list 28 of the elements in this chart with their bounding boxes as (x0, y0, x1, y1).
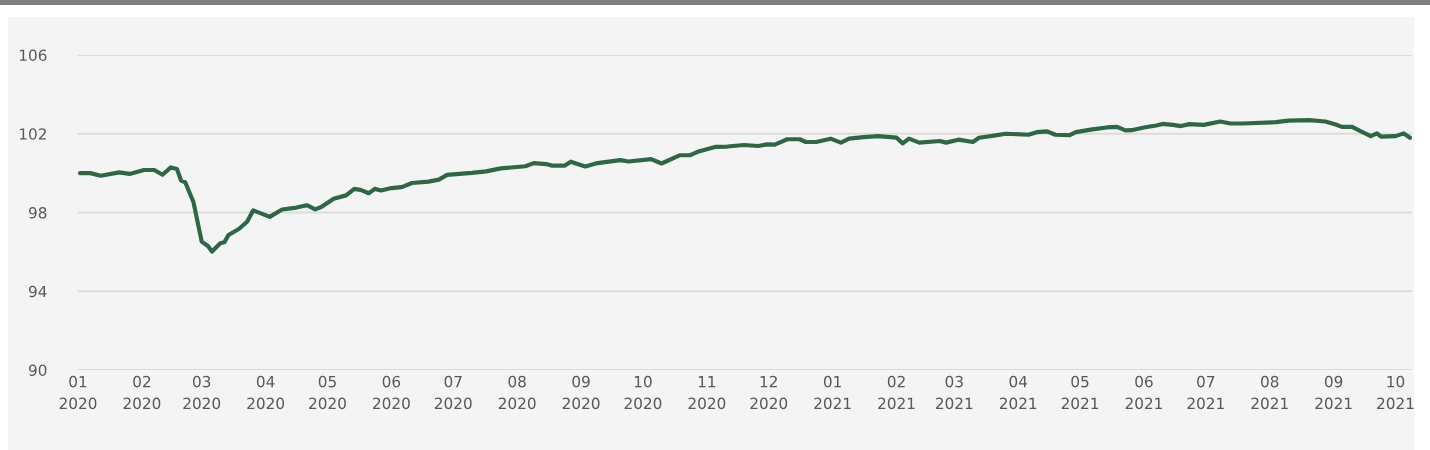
x-tick-label: 08 2021 (1251, 375, 1288, 410)
y-tick-label: 94 (28, 285, 47, 298)
y-tick-label: 106 (19, 49, 47, 62)
x-tick-label: 03 2021 (935, 375, 973, 410)
x-tick-label: 07 2020 (434, 375, 472, 410)
x-tick-label: 06 2020 (373, 375, 410, 410)
y-tick-label: 90 (28, 364, 47, 377)
x-tick-label: 02 2020 (123, 375, 161, 410)
x-tick-label: 05 2020 (309, 375, 346, 410)
y-tick-label: 102 (19, 128, 46, 140)
x-tick-label: 01 2020 (59, 375, 97, 410)
x-tick-label: 03 2020 (183, 375, 221, 410)
x-tick-label: 11 2020 (688, 376, 726, 410)
x-tick-label: 01 2021 (814, 375, 851, 410)
x-tick-label: 05 2021 (1061, 375, 1099, 410)
x-tick-label: 02 2021 (878, 375, 915, 410)
line-series (78, 118, 1412, 254)
x-tick-label: 10 2020 (624, 375, 662, 410)
x-tick-label: 09 2020 (562, 375, 600, 410)
x-tick-label: 10 2021 (1377, 375, 1414, 410)
x-tick-label: 08 2020 (498, 375, 536, 410)
x-tick-label: 07 2021 (1187, 375, 1224, 410)
x-tick-label: 09 2021 (1315, 375, 1352, 410)
x-tick-label: 04 2021 (999, 375, 1037, 410)
x-tick-label: 12 2020 (750, 375, 788, 410)
x-tick-label: 06 2021 (1125, 375, 1162, 410)
x-tick-label: 04 2020 (247, 375, 285, 410)
y-tick-label: 98 (28, 206, 47, 219)
